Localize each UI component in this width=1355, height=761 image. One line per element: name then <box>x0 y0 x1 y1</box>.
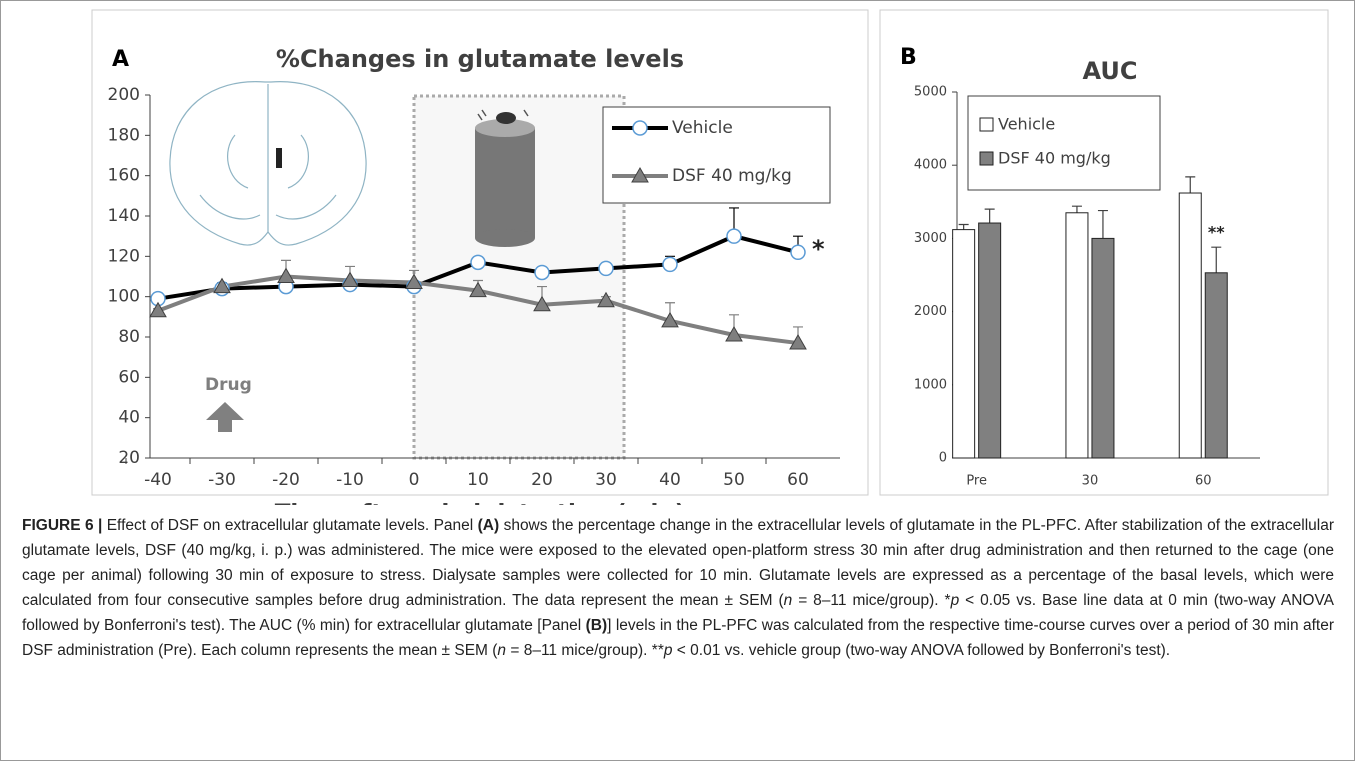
y-tick-label: 1000 <box>914 377 947 392</box>
x-tick-label: 40 <box>659 470 681 490</box>
point <box>791 245 805 259</box>
y-tick-label: 180 <box>108 125 140 145</box>
chart-title: AUC <box>1083 57 1138 85</box>
x-tick-label: -40 <box>144 470 172 490</box>
figure: A%Changes in glutamate levels20406080100… <box>0 0 1355 505</box>
y-tick-label: 20 <box>118 448 140 468</box>
annotation: ** <box>1208 223 1225 242</box>
annotation: * <box>812 235 825 263</box>
panel-label: A <box>112 47 129 72</box>
x-tick-label: 20 <box>531 470 553 490</box>
y-tick-label: 0 <box>939 451 947 466</box>
y-tick-label: 60 <box>118 367 140 387</box>
caption-text: = 8–11 mice/group). ** <box>506 642 664 659</box>
legend-swatch <box>980 152 993 165</box>
caption-text: (A) <box>478 517 500 534</box>
x-tick-label: Pre <box>966 474 987 489</box>
annotation: Drug <box>205 375 252 395</box>
point <box>535 265 549 279</box>
y-tick-label: 140 <box>108 206 140 226</box>
legend-label: DSF 40 mg/kg <box>998 149 1111 168</box>
legend-marker <box>633 121 647 135</box>
x-tick-label: -30 <box>208 470 236 490</box>
legend-label: Vehicle <box>998 115 1055 134</box>
x-tick-label: -10 <box>336 470 364 490</box>
caption-text: = 8–11 mice/group). * <box>792 592 950 609</box>
bar <box>1066 213 1088 458</box>
x-tick-label: 30 <box>595 470 617 490</box>
caption-text: p <box>664 642 673 659</box>
platform-illustration <box>475 110 535 247</box>
bar <box>979 223 1001 458</box>
point <box>599 261 613 275</box>
x-tick-label: 0 <box>409 470 420 490</box>
x-tick-label: 10 <box>467 470 489 490</box>
point <box>663 257 677 271</box>
caption: FIGURE 6 | Effect of DSF on extracellula… <box>22 513 1334 663</box>
legend-swatch <box>980 118 993 131</box>
panel-label: B <box>900 45 917 70</box>
caption-text: p <box>951 592 960 609</box>
legend <box>968 96 1160 190</box>
y-tick-label: 4000 <box>914 158 947 173</box>
page: A%Changes in glutamate levels20406080100… <box>0 0 1355 761</box>
bar <box>1205 273 1227 458</box>
caption-label: FIGURE 6 | <box>22 517 102 534</box>
caption-text: n <box>497 642 506 659</box>
legend-label: Vehicle <box>672 118 733 138</box>
x-axis-title: Time after administration (min) <box>275 501 686 506</box>
point <box>471 255 485 269</box>
x-tick-label: 50 <box>723 470 745 490</box>
y-tick-label: 3000 <box>914 231 947 246</box>
y-tick-label: 120 <box>108 246 140 266</box>
x-tick-label: 60 <box>787 470 809 490</box>
chart-title: %Changes in glutamate levels <box>276 45 684 73</box>
y-tick-label: 160 <box>108 166 140 186</box>
bar <box>953 230 975 458</box>
legend-label: DSF 40 mg/kg <box>672 166 792 186</box>
y-tick-label: 100 <box>108 287 140 307</box>
y-tick-label: 5000 <box>914 85 947 100</box>
point <box>727 229 741 243</box>
x-tick-label: 30 <box>1082 474 1099 489</box>
caption-text: < 0.01 vs. vehicle group (two-way ANOVA … <box>673 642 1171 659</box>
y-tick-label: 40 <box>118 408 140 428</box>
bar <box>1179 193 1201 458</box>
y-tick-label: 80 <box>118 327 140 347</box>
x-tick-label: 60 <box>1195 474 1212 489</box>
y-tick-label: 2000 <box>914 304 947 319</box>
bar <box>1092 238 1114 458</box>
caption-text: Effect of DSF on extracellular glutamate… <box>102 517 477 534</box>
caption-text: n <box>784 592 793 609</box>
caption-text: (B) <box>586 617 608 634</box>
x-tick-label: -20 <box>272 470 300 490</box>
y-tick-label: 200 <box>108 85 140 105</box>
